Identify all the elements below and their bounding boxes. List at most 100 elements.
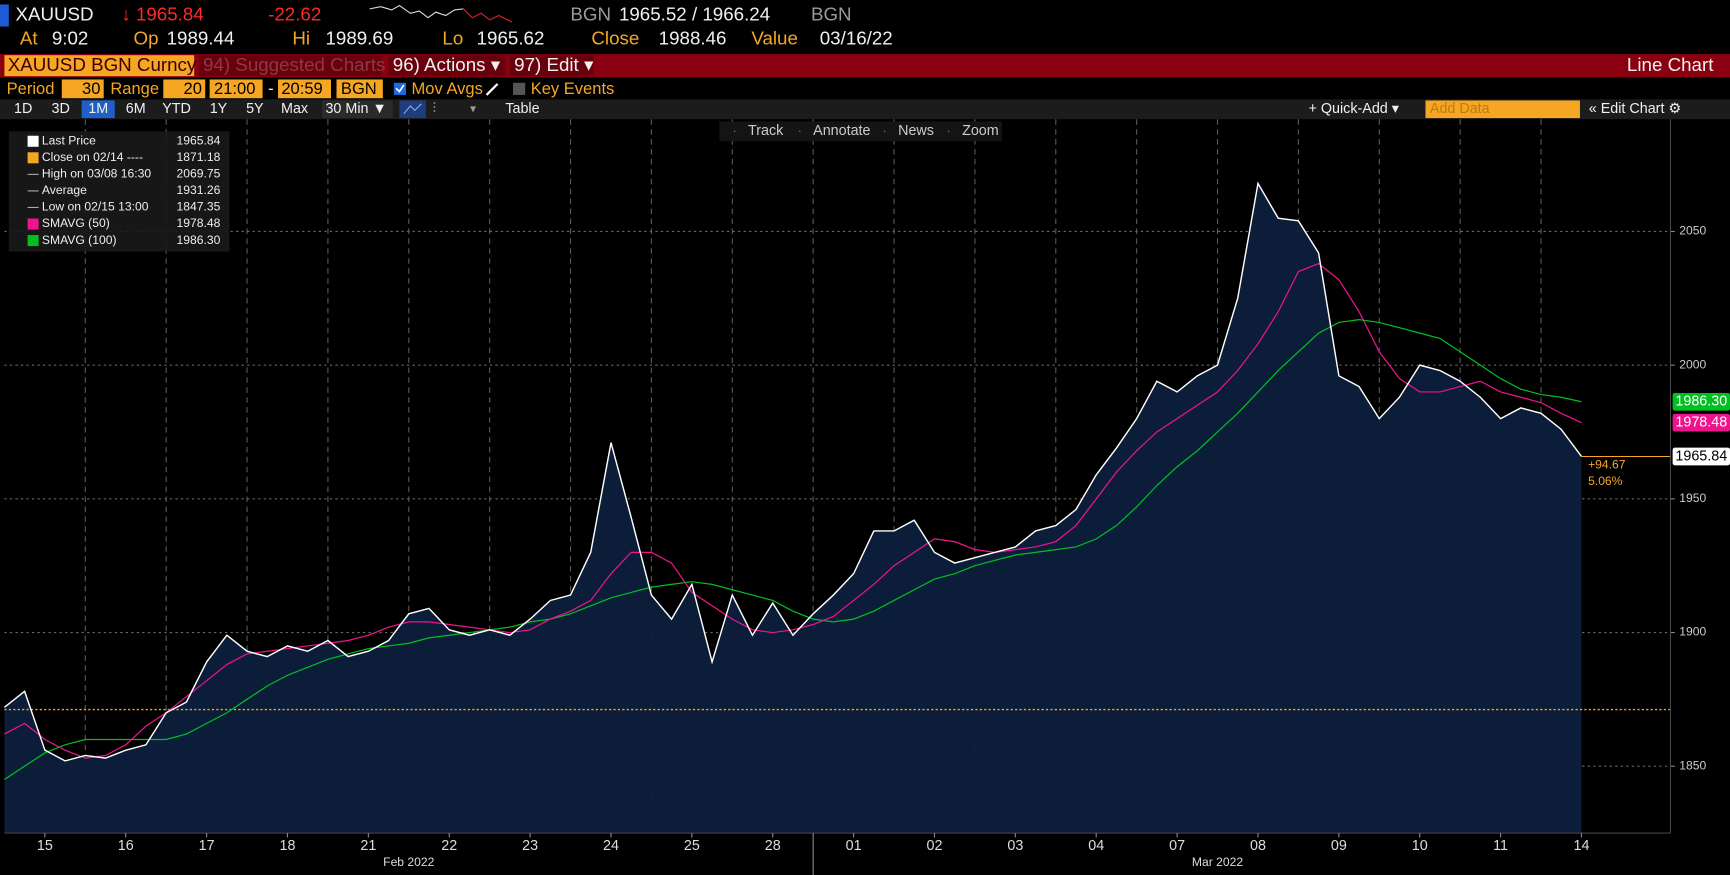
chart-type: Line Chart bbox=[1627, 54, 1714, 75]
month-label: Feb 2022 bbox=[383, 855, 434, 869]
stat-value: 1989.69 bbox=[325, 28, 393, 49]
interval-select[interactable] bbox=[322, 100, 393, 119]
suggested-charts[interactable]: 94) Suggested Charts bbox=[203, 54, 385, 75]
price-area bbox=[4, 183, 1582, 834]
menu-button[interactable] bbox=[509, 55, 594, 77]
range-button[interactable]: 1Y bbox=[210, 101, 228, 117]
dash: - bbox=[268, 79, 274, 98]
input[interactable] bbox=[336, 79, 383, 99]
start-time[interactable]: 21:00 bbox=[214, 79, 255, 98]
range-button[interactable]: Max bbox=[281, 101, 309, 117]
legend-value: 1978.48 bbox=[177, 216, 221, 230]
stat-value: 03/16/22 bbox=[820, 28, 893, 49]
mov-avgs[interactable]: Mov Avgs bbox=[412, 79, 483, 98]
change-pct-label: 5.06% bbox=[1588, 474, 1623, 488]
period[interactable]: 30 bbox=[82, 79, 100, 98]
toolbar bbox=[0, 99, 1730, 120]
menu-button[interactable] bbox=[388, 55, 506, 77]
tool-button[interactable]: Annotate bbox=[813, 123, 870, 139]
range-button[interactable]: 3D bbox=[52, 101, 70, 117]
legend-marker bbox=[27, 235, 39, 247]
security-box[interactable] bbox=[4, 55, 195, 77]
tool-button[interactable]: News bbox=[898, 123, 934, 139]
x-tick-label: 11 bbox=[1493, 838, 1508, 854]
tool-button[interactable]: Track bbox=[748, 123, 784, 139]
input[interactable] bbox=[163, 79, 206, 99]
check bbox=[395, 84, 405, 93]
add-data[interactable]: Add Data bbox=[1430, 101, 1490, 117]
range-buttons: 1D 3D 1M 6M YTD 1Y 5Y Max bbox=[14, 100, 309, 119]
edit-chart[interactable]: « Edit Chart ⚙ bbox=[1589, 101, 1681, 117]
actions-menu[interactable]: 96) Actions ▾ bbox=[393, 54, 501, 75]
input[interactable] bbox=[278, 79, 331, 99]
security[interactable]: XAUUSD BGN Curncy bbox=[8, 54, 197, 75]
month-label: Mar 2022 bbox=[1192, 855, 1243, 869]
line-chart-button[interactable] bbox=[399, 100, 426, 119]
menu-button[interactable] bbox=[198, 55, 382, 77]
pencil-icon[interactable] bbox=[485, 83, 499, 96]
bar-icon[interactable]: ⫶ bbox=[433, 101, 437, 117]
end-time[interactable]: 20:59 bbox=[281, 79, 322, 98]
add-data-input[interactable] bbox=[1425, 100, 1580, 119]
x-tick-label: 23 bbox=[522, 838, 538, 854]
price-tag-label: 1978.48 bbox=[1675, 414, 1727, 430]
legend-value: 1986.30 bbox=[177, 233, 221, 247]
legend-value: 1931.26 bbox=[177, 183, 221, 197]
legend-value: 1847.35 bbox=[177, 200, 221, 214]
input[interactable] bbox=[209, 79, 263, 99]
stat-value: 1989.44 bbox=[167, 28, 235, 49]
sparkline-down bbox=[463, 8, 513, 23]
stat-value: 9:02 bbox=[52, 28, 89, 49]
x-tick-label: 09 bbox=[1331, 838, 1347, 854]
stat-label: Op bbox=[134, 28, 159, 49]
stat-label: At bbox=[20, 28, 39, 49]
x-tick-label: 15 bbox=[37, 838, 53, 854]
x-tick-label: 03 bbox=[1007, 838, 1023, 854]
tool-icon: · bbox=[883, 124, 887, 138]
range-button[interactable]: YTD bbox=[162, 101, 191, 117]
legend-value: 2069.75 bbox=[177, 167, 221, 181]
series-line bbox=[4, 262, 1582, 759]
range-button[interactable]: 6M bbox=[126, 101, 146, 117]
x-tick-label: 10 bbox=[1412, 838, 1428, 854]
x-tick-label: 02 bbox=[926, 838, 942, 854]
change-label: +94.67 bbox=[1588, 458, 1626, 472]
key-events[interactable]: Key Events bbox=[531, 79, 615, 98]
range[interactable]: 20 bbox=[184, 79, 202, 98]
quick-add[interactable]: + Quick-Add ▾ bbox=[1309, 101, 1400, 117]
source-input[interactable]: BGN bbox=[341, 79, 377, 98]
legend-marker bbox=[27, 152, 39, 164]
legend-label: SMAVG (100) bbox=[42, 233, 117, 247]
x-tick-label: 01 bbox=[846, 838, 862, 854]
table-button[interactable]: Table bbox=[505, 101, 539, 117]
stat-label: Lo bbox=[442, 28, 463, 49]
legend-label: Low on 02/15 13:00 bbox=[42, 200, 149, 214]
range-button[interactable]: 1D bbox=[14, 101, 32, 117]
interval[interactable]: 30 Min ▼ bbox=[325, 101, 386, 117]
bid-ask: 1965.52 / 1966.24 bbox=[619, 3, 770, 24]
ticker: XAUUSD bbox=[15, 3, 93, 24]
x-tick-label: 16 bbox=[118, 838, 134, 854]
tool-bar bbox=[719, 121, 1002, 142]
checkbox[interactable] bbox=[513, 82, 526, 95]
edit-menu[interactable]: 97) Edit ▾ bbox=[514, 54, 594, 75]
net-change: -22.62 bbox=[268, 3, 321, 24]
dropdown-icon[interactable]: ▾ bbox=[470, 101, 477, 115]
input[interactable] bbox=[61, 79, 104, 99]
stat-label: Close bbox=[591, 28, 639, 49]
range-label: Range bbox=[110, 79, 159, 98]
range-button[interactable]: 5Y bbox=[246, 101, 264, 117]
legend-label: Last Price bbox=[42, 133, 96, 147]
legend-label: Close on 02/14 ---- bbox=[42, 150, 143, 164]
legend-value: 1965.84 bbox=[177, 133, 221, 147]
legend-label: SMAVG (50) bbox=[42, 216, 110, 230]
series-line bbox=[3, 181, 1583, 762]
active-range bbox=[81, 100, 115, 119]
tool-button[interactable]: Zoom bbox=[962, 123, 999, 139]
y-tick-label: 1850 bbox=[1679, 758, 1706, 772]
range-button[interactable]: 1M bbox=[88, 101, 108, 117]
x-tick-label: 28 bbox=[765, 838, 781, 854]
x-tick-label: 25 bbox=[684, 838, 700, 854]
price-tag bbox=[1672, 413, 1730, 432]
